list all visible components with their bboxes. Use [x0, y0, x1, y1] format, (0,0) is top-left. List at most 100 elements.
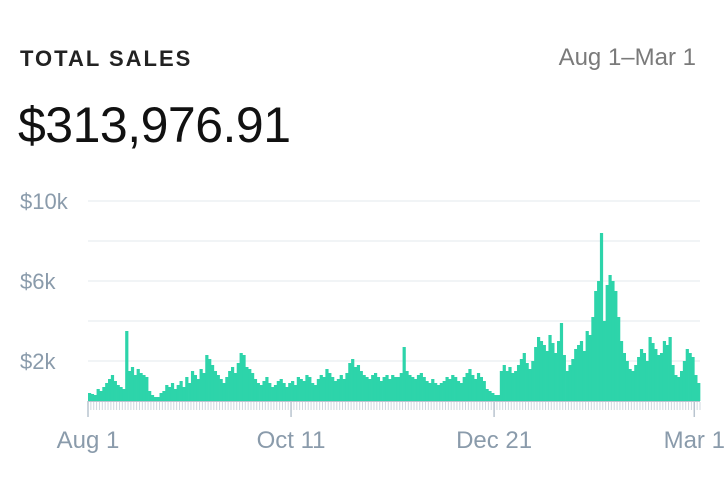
bar[interactable] — [479, 377, 483, 401]
bar[interactable] — [125, 331, 129, 401]
bar[interactable] — [494, 395, 498, 401]
bar[interactable] — [439, 383, 443, 401]
bar[interactable] — [588, 335, 592, 401]
bar[interactable] — [148, 391, 152, 401]
bar[interactable] — [462, 377, 466, 401]
bar[interactable] — [454, 377, 458, 401]
bar[interactable] — [113, 381, 117, 401]
bar[interactable] — [308, 377, 312, 401]
bar[interactable] — [262, 381, 266, 401]
bar[interactable] — [496, 395, 501, 401]
bar[interactable] — [208, 359, 212, 401]
bar[interactable] — [165, 385, 169, 401]
bar[interactable] — [239, 353, 243, 401]
bar[interactable] — [385, 375, 389, 401]
bar[interactable] — [88, 393, 92, 401]
bar[interactable] — [153, 397, 157, 401]
bar[interactable] — [505, 371, 509, 401]
bar[interactable] — [353, 367, 358, 401]
bar[interactable] — [574, 349, 578, 401]
bar[interactable] — [431, 379, 435, 401]
bar[interactable] — [282, 383, 286, 401]
bar[interactable] — [122, 389, 126, 401]
bar[interactable] — [594, 291, 598, 401]
bar[interactable] — [170, 383, 175, 401]
bar[interactable] — [628, 369, 632, 401]
bar[interactable] — [213, 371, 218, 401]
bar[interactable] — [468, 369, 472, 401]
bar[interactable] — [611, 281, 615, 401]
bar[interactable] — [331, 377, 335, 401]
bar[interactable] — [328, 373, 332, 401]
bar[interactable] — [599, 233, 604, 401]
bar[interactable] — [176, 385, 180, 401]
bar[interactable] — [293, 385, 298, 401]
bar[interactable] — [242, 355, 246, 401]
bar[interactable] — [419, 373, 423, 401]
bar[interactable] — [368, 379, 372, 401]
bar[interactable] — [259, 385, 263, 401]
bar[interactable] — [602, 321, 606, 401]
bar[interactable] — [562, 355, 566, 401]
bar[interactable] — [322, 377, 326, 401]
bar[interactable] — [248, 369, 252, 401]
bar[interactable] — [228, 371, 232, 401]
bar[interactable] — [156, 397, 160, 401]
bar[interactable] — [522, 353, 526, 401]
bar[interactable] — [416, 375, 421, 401]
bar[interactable] — [476, 373, 481, 401]
bar[interactable] — [531, 361, 535, 401]
bar[interactable] — [665, 345, 669, 401]
bar[interactable] — [182, 387, 186, 401]
bar[interactable] — [634, 365, 638, 401]
bar[interactable] — [402, 347, 406, 401]
bar[interactable] — [434, 383, 438, 401]
bar[interactable] — [296, 377, 300, 401]
bar[interactable] — [210, 365, 215, 401]
bar[interactable] — [333, 381, 338, 401]
bar[interactable] — [102, 387, 106, 401]
bar[interactable] — [388, 379, 392, 401]
bar[interactable] — [511, 373, 515, 401]
bar[interactable] — [436, 385, 441, 401]
bar[interactable] — [205, 355, 209, 401]
bar[interactable] — [253, 379, 258, 401]
bar[interactable] — [654, 349, 658, 401]
bar[interactable] — [365, 377, 369, 401]
bar[interactable] — [554, 353, 558, 401]
bar[interactable] — [619, 341, 624, 401]
bar[interactable] — [597, 281, 601, 401]
bar[interactable] — [119, 387, 123, 401]
bar[interactable] — [534, 347, 538, 401]
bar[interactable] — [348, 363, 352, 401]
bar[interactable] — [557, 341, 561, 401]
bar[interactable] — [110, 375, 115, 401]
bar[interactable] — [93, 395, 97, 401]
bar[interactable] — [542, 345, 546, 401]
bar[interactable] — [136, 369, 140, 401]
bar[interactable] — [651, 343, 655, 401]
bar[interactable] — [491, 393, 495, 401]
bar[interactable] — [428, 383, 432, 401]
bar[interactable] — [559, 323, 564, 401]
bar[interactable] — [642, 353, 647, 401]
bar[interactable] — [488, 391, 492, 401]
bar[interactable] — [499, 371, 504, 401]
bar[interactable] — [342, 379, 346, 401]
bar[interactable] — [371, 375, 375, 401]
bar[interactable] — [128, 371, 132, 401]
bar[interactable] — [288, 383, 292, 401]
bar[interactable] — [273, 385, 278, 401]
bar[interactable] — [671, 365, 675, 401]
bar[interactable] — [105, 383, 109, 401]
bar[interactable] — [614, 291, 618, 401]
bar[interactable] — [345, 373, 349, 401]
bar[interactable] — [548, 335, 552, 401]
bar[interactable] — [359, 371, 363, 401]
bar[interactable] — [268, 383, 272, 401]
bar[interactable] — [130, 367, 135, 401]
bar[interactable] — [442, 381, 446, 401]
bar[interactable] — [142, 375, 146, 401]
bar[interactable] — [193, 375, 198, 401]
bar[interactable] — [394, 377, 398, 401]
